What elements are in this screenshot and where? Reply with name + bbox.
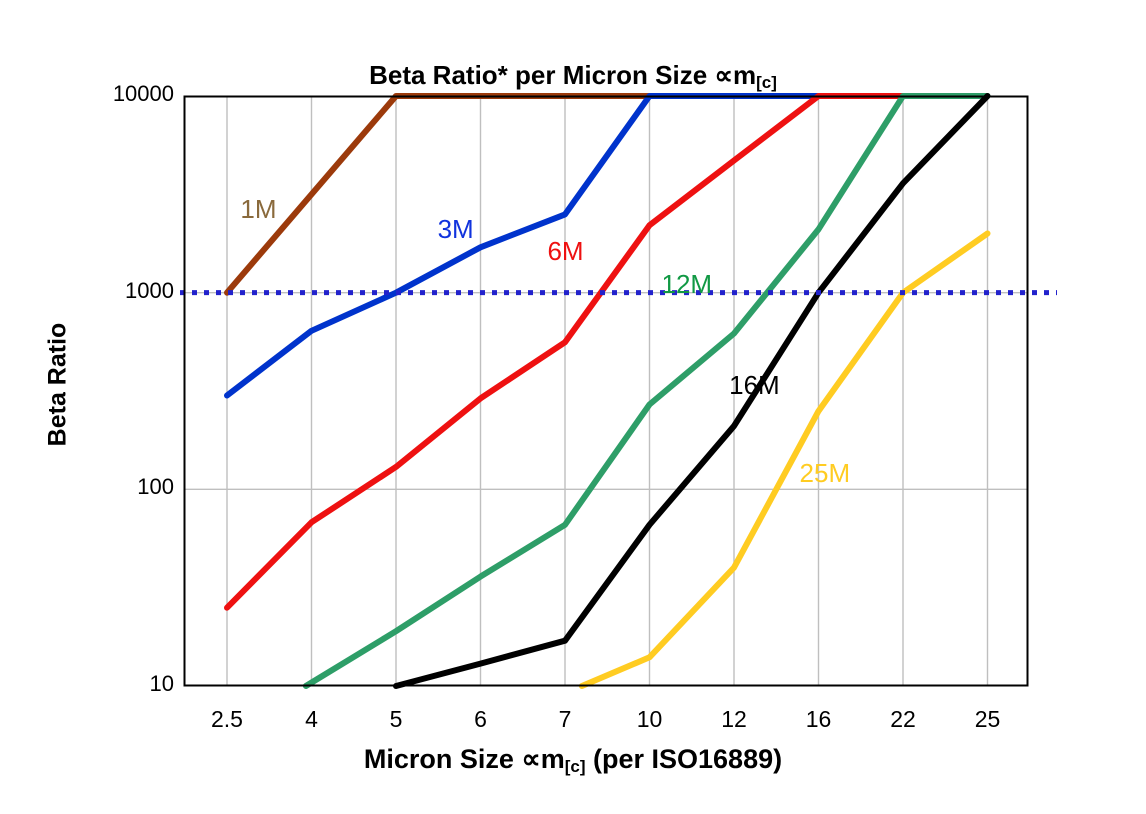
x-axis-title-post: (per ISO16889) [585,744,783,774]
series-line-3M [224,93,822,399]
x-tick-25: 25 [974,706,1001,732]
series-label-25M: 25M [799,458,851,489]
series-label-16M: 16M [729,370,780,401]
y-tick-10000: 10000 [112,81,174,106]
data-series-layer [224,93,991,689]
x-axis-title: Micron Size ∝m[c] (per ISO16889) [0,744,1146,777]
x-axis-title-symbol: ∝m [521,744,565,774]
x-axis-title-pre: Micron Size [363,744,522,774]
x-tick-2-5: 2.5 [211,706,243,732]
y-axis-tick-labels: 10000 1000 100 10 [70,0,174,814]
y-tick-100: 100 [137,474,174,500]
x-tick-22: 22 [890,706,916,732]
series-label-6M: 6M [547,235,584,266]
series-line-16M [393,93,991,689]
y-tick-1000: 1000 [125,277,174,303]
y-tick-10: 10 [149,671,174,696]
series-label-12M: 12M [661,269,713,300]
series-line-6M [224,93,906,611]
x-tick-12: 12 [721,706,747,732]
chart-title-text: Beta Ratio* per Micron Size [369,60,715,90]
x-axis-title-subscript: [c] [564,757,586,776]
x-tick-6: 6 [474,706,487,732]
x-tick-7: 7 [558,706,572,732]
series-label-3M: 3M [437,214,474,245]
chart-title-subscript: [c] [756,73,777,92]
x-tick-5: 5 [389,706,403,732]
series-label-1M: 1M [240,194,277,225]
series-line-1M [224,93,653,296]
x-tick-4: 4 [305,706,318,732]
series-line-25M [578,230,991,689]
chart-title: Beta Ratio* per Micron Size ∝m[c] [0,60,1146,93]
x-tick-10: 10 [636,706,663,732]
x-tick-16: 16 [805,706,832,732]
plot-frame [183,95,1029,687]
series-line-12M [302,93,991,689]
chart-title-symbol: ∝m [714,60,757,90]
